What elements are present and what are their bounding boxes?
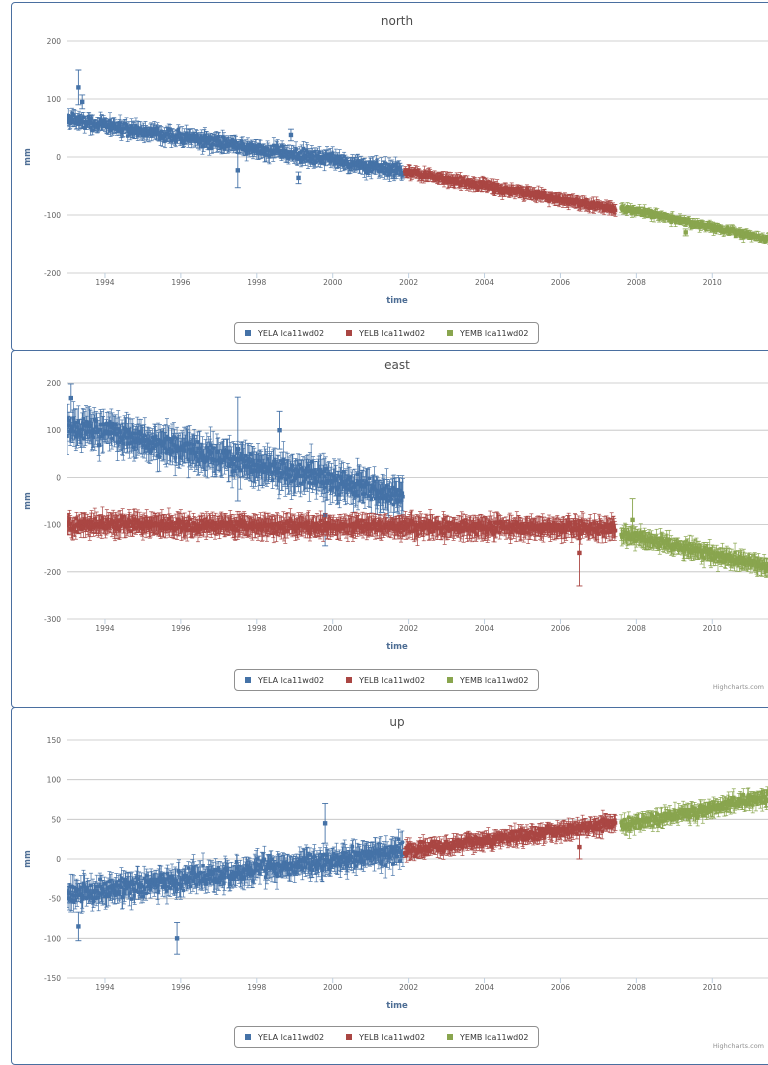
- legend-item-yela[interactable]: YELA lca11wd02: [245, 329, 324, 338]
- series-0: [65, 70, 405, 188]
- legend-symbol: [245, 330, 251, 336]
- x-tick-label: 2004: [475, 278, 494, 287]
- data-point: [310, 150, 314, 154]
- y-axis-label: mm: [23, 148, 33, 166]
- outlier-point: [289, 133, 293, 137]
- data-point: [318, 151, 322, 155]
- legend-label: YELA lca11wd02: [258, 329, 324, 338]
- y-tick-label: -100: [44, 521, 61, 530]
- chart-title: east: [384, 358, 410, 372]
- x-tick-label: 2006: [551, 278, 570, 287]
- data-point: [211, 143, 215, 147]
- outlier-point: [80, 100, 84, 104]
- legend-symbol: [447, 330, 453, 336]
- east-chart-panel: east 200 100 0 -100 -200 -300 1994 1996 1998 2000 2…: [11, 350, 768, 708]
- north-chart-panel: north 200 100 0 -100 -200 1994 1996 1998 2000 2002…: [11, 2, 768, 351]
- legend-item-yelb[interactable]: YELB lca11wd02: [346, 329, 425, 338]
- x-tick-label: 2010: [703, 278, 722, 287]
- data-point: [89, 117, 93, 121]
- y-tick-label: -200: [44, 269, 61, 278]
- y-tick-label: 100: [47, 95, 62, 104]
- x-tick-label: 2002: [399, 624, 418, 633]
- data-point: [65, 434, 69, 438]
- data-point: [97, 443, 101, 447]
- x-tick-label: 2000: [323, 624, 342, 633]
- y-tick-label: 0: [56, 153, 61, 162]
- east-chart: east 200 100 0 -100 -200 -300 1994 1996 1998 2000 2…: [12, 351, 768, 707]
- legend-item-yemb[interactable]: YEMB lca11wd02: [447, 329, 528, 338]
- legend-label: YELB lca11wd02: [359, 329, 425, 338]
- x-tick-label: 1994: [95, 278, 114, 287]
- data-point: [614, 209, 618, 213]
- outlier-point: [296, 176, 300, 180]
- x-tick-label: 1998: [247, 278, 266, 287]
- x-tick-label: 2006: [551, 624, 570, 633]
- x-tick-label: 2004: [475, 624, 494, 633]
- x-tick-label: 2010: [703, 624, 722, 633]
- legend-symbol: [346, 330, 352, 336]
- series-1: [403, 165, 618, 217]
- y-tick-label: -100: [44, 211, 61, 220]
- x-tick-label: 2002: [399, 278, 418, 287]
- x-tick-label: 2008: [627, 624, 646, 633]
- y-axis-label: mm: [23, 492, 33, 510]
- north-chart: north 200 100 0 -100 -200 1994 1996 1998 2000 2002…: [12, 3, 768, 350]
- outlier-point: [236, 168, 240, 172]
- x-tick-label: 1996: [171, 278, 190, 287]
- y-tick-label: 100: [47, 426, 62, 435]
- x-tick-label: 1998: [247, 624, 266, 633]
- chart-title: north: [381, 14, 413, 28]
- y-tick-label: 200: [47, 37, 62, 46]
- series-2: [619, 203, 768, 249]
- x-tick-label: 1996: [171, 624, 190, 633]
- x-axis-label: time: [386, 642, 408, 652]
- x-tick-label: 1994: [95, 624, 114, 633]
- outlier-point: [76, 85, 80, 89]
- y-tick-label: -200: [44, 568, 61, 577]
- y-tick-label: -300: [44, 615, 61, 624]
- data-point: [394, 162, 398, 166]
- legend-label: YEMB lca11wd02: [460, 329, 528, 338]
- y-tick-label: 0: [56, 473, 61, 482]
- outlier-point: [684, 230, 688, 234]
- x-tick-label: 2008: [627, 278, 646, 287]
- x-tick-label: 2000: [323, 278, 342, 287]
- x-axis-label: time: [386, 296, 408, 306]
- y-tick-label: 200: [47, 379, 62, 388]
- north-legend: YELA lca11wd02 YELB lca11wd02 YEMB lca11…: [234, 322, 539, 344]
